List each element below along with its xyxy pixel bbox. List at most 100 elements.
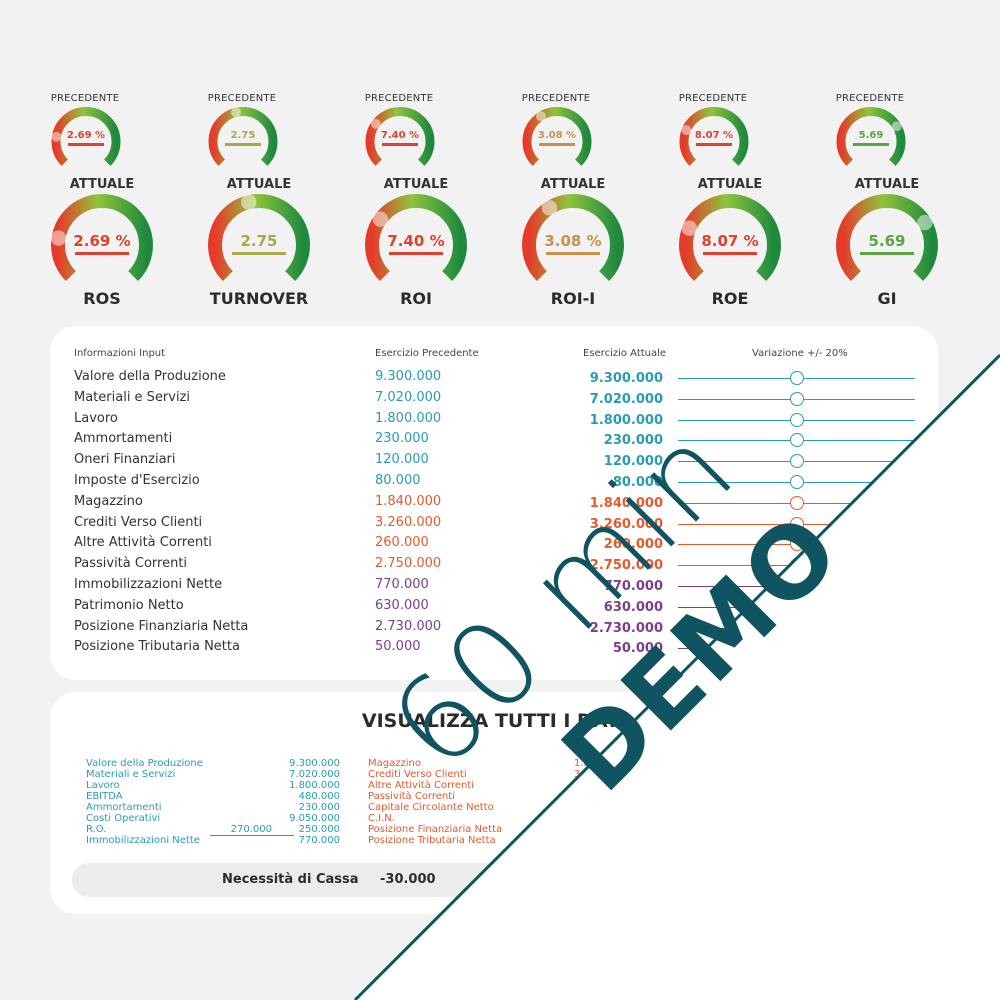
input-label: Ammortamenti: [74, 431, 173, 447]
current-value: 5.69: [868, 232, 906, 250]
current-value: 2.730.000: [589, 620, 663, 636]
prev-value: 5.69: [858, 130, 884, 141]
current-label: ATTUALE: [383, 177, 449, 192]
prev-label: PRECEDENTE: [207, 93, 277, 104]
current-value: 3.260.000: [589, 516, 663, 532]
previous-value: 9.300.000: [375, 369, 442, 384]
input-row: Oneri Finanziari 120.000 120.000: [50, 452, 938, 473]
previous-value: 770.000: [375, 577, 429, 592]
header-info: Informazioni Input: [74, 348, 166, 359]
input-label: Valore della Produzione: [74, 369, 226, 384]
current-label: ATTUALE: [854, 177, 920, 192]
prev-gauge-arc: [207, 106, 279, 170]
previous-value: 7.020.000: [375, 389, 442, 405]
summary-label: Capitale Circolante Netto: [368, 802, 494, 813]
current-value: 1.840.000: [589, 495, 663, 511]
current-value: 7.020.000: [589, 391, 663, 407]
previous-value: 2.730.000: [375, 618, 442, 634]
kpi-name: ROI-I: [550, 289, 596, 308]
input-label: Crediti Verso Clienti: [74, 514, 203, 530]
current-value-underline: [75, 252, 129, 255]
summary-label: Passività Correnti: [368, 791, 455, 802]
current-value-underline: [232, 252, 286, 255]
summary-mid-value: 270.000: [230, 824, 272, 835]
variation-slider-thumb[interactable]: [789, 371, 804, 385]
prev-gauge-arc: [364, 106, 436, 170]
variation-slider-thumb[interactable]: [789, 620, 804, 635]
input-row: Ammortamenti 230.000 230.000: [50, 431, 938, 452]
summary-label: C.I.N.: [368, 813, 395, 824]
summary-label: Materiali e Servizi: [86, 769, 176, 780]
previous-value: 50.000: [375, 639, 421, 655]
summary-label: Magazzino: [368, 758, 421, 769]
summary-value: 230.000: [298, 802, 340, 813]
current-value: 2.750.000: [589, 558, 663, 574]
input-label: Altre Attività Correnti: [74, 535, 212, 551]
variation-slider-thumb[interactable]: [789, 454, 804, 469]
summary-value: 9.300.000: [289, 758, 340, 769]
all-data-title[interactable]: VISUALIZZA TUTTI I DATI: [361, 710, 627, 732]
current-value: 3.08 %: [544, 232, 602, 250]
input-label: Passività Correnti: [74, 556, 188, 572]
current-value-underline: [860, 252, 914, 255]
current-value: 9.300.000: [589, 371, 663, 386]
current-value: 2.75: [240, 232, 278, 250]
variation-slider-thumb[interactable]: [789, 641, 804, 656]
variation-slider-thumb[interactable]: [789, 579, 804, 593]
current-gauge-arc: [835, 193, 939, 285]
variation-slider-thumb[interactable]: [789, 495, 804, 510]
prev-value: 7.40 %: [380, 130, 420, 141]
summary-divider: [210, 835, 294, 836]
gauge-turnover: PRECEDENTE 2.75 ATTUALE 2.75 TURNOVER: [207, 0, 337, 320]
variation-slider-thumb[interactable]: [789, 412, 804, 427]
input-label: Posizione Tributaria Netta: [74, 639, 240, 655]
summary-label: Lavoro: [86, 780, 120, 791]
prev-value: 3.08 %: [537, 130, 577, 141]
variation-slider-thumb[interactable]: [789, 537, 804, 552]
summary-value: 480.000: [298, 791, 340, 802]
input-row: Imposte d'Esercizio 80.000 80.000: [50, 473, 938, 494]
kpi-name: TURNOVER: [209, 289, 309, 308]
variation-slider-thumb[interactable]: [789, 558, 804, 573]
prev-label: PRECEDENTE: [364, 93, 434, 104]
previous-value: 3.260.000: [375, 514, 442, 530]
input-row: Immobilizzazioni Nette 770.000 770.000: [50, 577, 938, 598]
summary-label: Valore della Produzione: [86, 758, 203, 769]
current-value: 2.69 %: [73, 232, 131, 250]
current-value: 260.000: [603, 537, 663, 553]
current-value-underline: [546, 252, 600, 255]
gauge-roi: PRECEDENTE 7.40 % ATTUALE 7.40 % ROI: [364, 0, 494, 320]
kpi-name: ROE: [711, 289, 749, 308]
prev-gauge-arc: [835, 106, 907, 170]
summary-label: Crediti Verso Clienti: [368, 769, 467, 780]
summary-label: R.O.: [86, 824, 107, 835]
summary-label: Immobilizzazioni Nette: [86, 835, 200, 846]
current-value: 630.000: [603, 599, 663, 615]
summary-label: Posizione Finanziaria Netta: [368, 824, 503, 835]
summary-label: Altre Attività Correnti: [368, 780, 475, 791]
current-value: 80.000: [612, 475, 663, 490]
input-panel: Informazioni Input Esercizio Precedente …: [50, 326, 938, 680]
variation-slider-thumb[interactable]: [789, 391, 804, 406]
current-value: 1.800.000: [589, 412, 663, 428]
current-gauge-arc: [50, 193, 154, 285]
header-prev: Esercizio Precedente: [375, 348, 479, 359]
input-row: Posizione Finanziaria Netta 2.730.000 2.73…: [50, 619, 938, 640]
variation-slider-thumb[interactable]: [789, 433, 804, 448]
input-row: Lavoro 1.800.000 1.800.000: [50, 411, 938, 432]
current-value-underline: [703, 252, 757, 255]
summary-label: Ammortamenti: [86, 802, 162, 813]
current-label: ATTUALE: [69, 177, 135, 192]
header-curr: Esercizio Attuale: [583, 348, 667, 359]
variation-slider-thumb[interactable]: [789, 516, 804, 531]
prev-value-underline: [539, 143, 575, 146]
prev-value-underline: [225, 143, 261, 146]
summary-value: 770.000: [298, 835, 340, 846]
input-label: Immobilizzazioni Nette: [74, 577, 223, 592]
input-row: Posizione Tributaria Netta 50.000 50.000: [50, 639, 938, 660]
current-gauge-arc: [364, 193, 468, 285]
variation-slider-thumb[interactable]: [789, 475, 804, 489]
kpi-gauges: PRECEDENTE 2.69 % ATTUALE 2.69 % ROS PRECEDEN…: [0, 0, 1000, 320]
gauge-gi: PRECEDENTE 5.69 ATTUALE 5.69 GI: [835, 0, 965, 320]
variation-slider-thumb[interactable]: [789, 599, 804, 614]
